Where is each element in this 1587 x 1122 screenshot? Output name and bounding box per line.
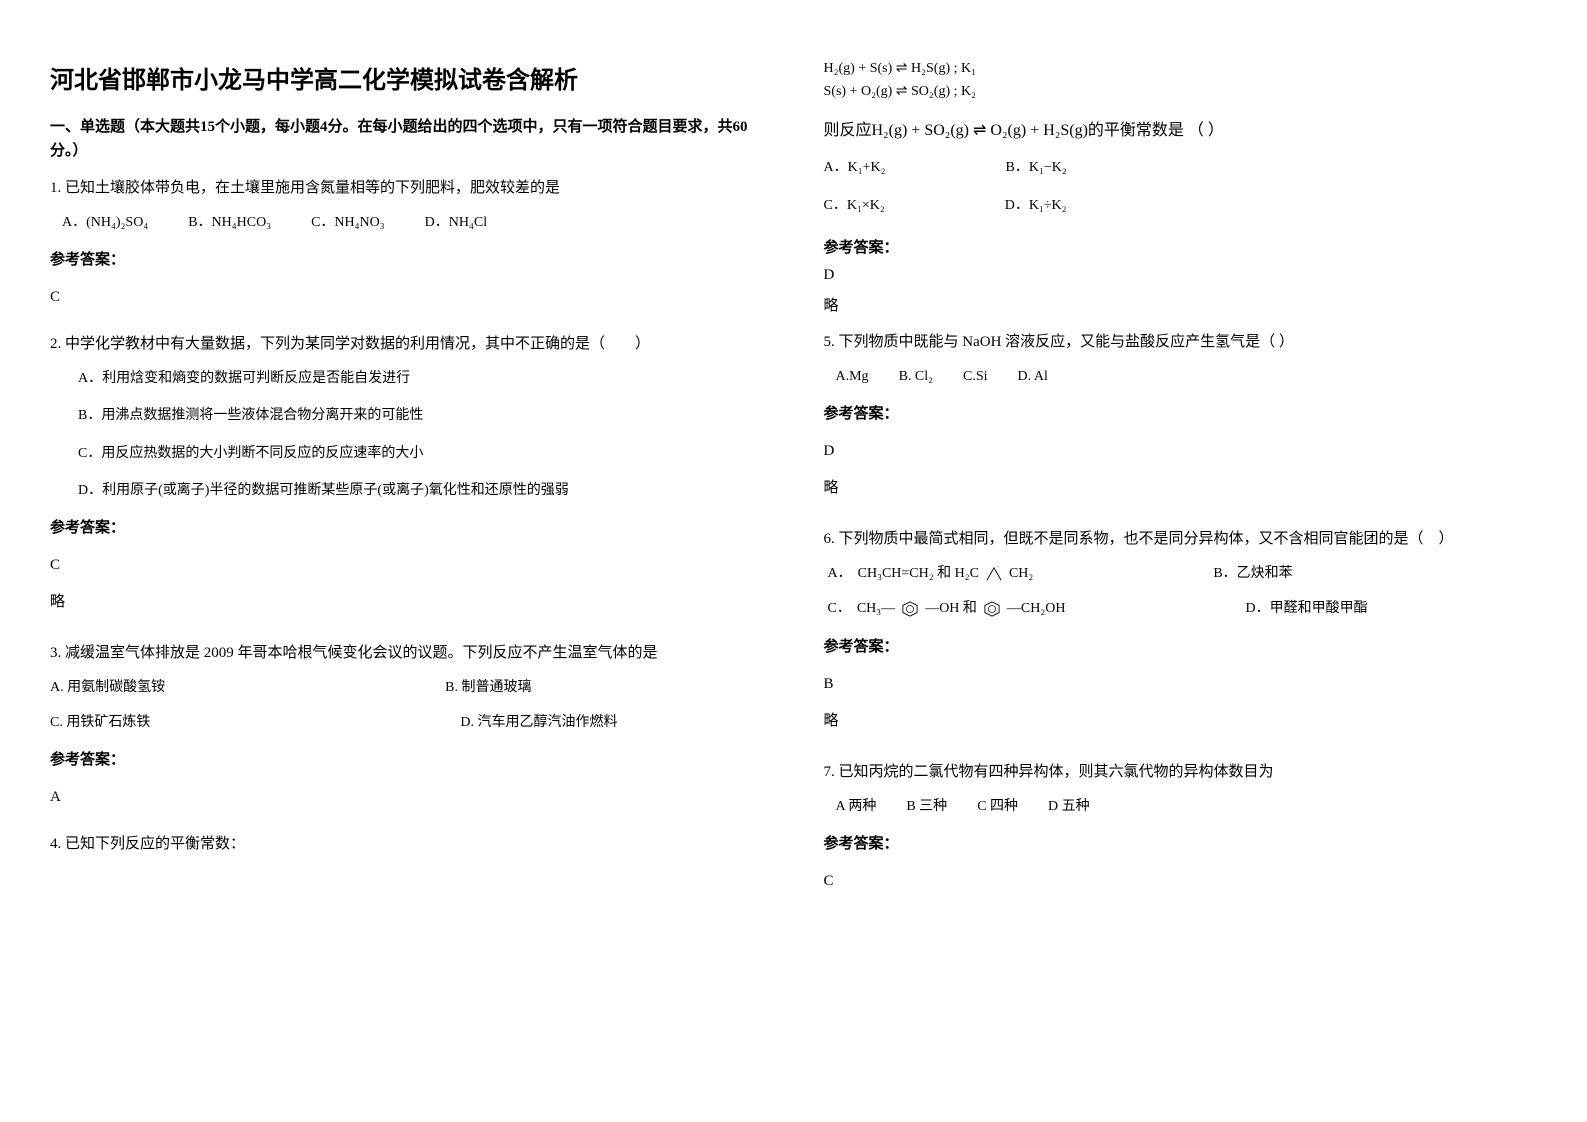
- q1-opt-d: D．NH₄Cl: [425, 210, 487, 235]
- q7-opt-c: C 四种: [977, 794, 1018, 819]
- q7-answer-label: 参考答案：: [824, 831, 1538, 858]
- q6-note: 略: [824, 708, 1538, 735]
- q3-opt-c: C. 用铁矿石炼铁: [50, 710, 150, 735]
- section-header: 一、单选题（本大题共15个小题，每小题4分。在每小题给出的四个选项中，只有一项符…: [50, 115, 764, 163]
- q7-text: 7. 已知丙烷的二氯代物有四种异构体，则其六氯代物的异构体数目为: [824, 759, 1538, 786]
- benzene-icon-1: [901, 601, 919, 617]
- q1-opt-b: B．NH₄HCO₃: [188, 210, 271, 235]
- q2-answer-label: 参考答案：: [50, 515, 764, 542]
- q4-opt-a: A．K₁+K₂: [824, 156, 886, 176]
- q7-answer: C: [824, 868, 1538, 895]
- question-2: 2. 中学化学教材中有大量数据，下列为某同学对数据的利用情况，其中不正确的是（ …: [50, 331, 764, 630]
- question-4-start: 4. 已知下列反应的平衡常数：: [50, 831, 764, 866]
- q6-opt-c-prefix: C．: [828, 596, 851, 621]
- q1-options: A．(NH₄)₂SO₄ B．NH₄HCO₃ C．NH₄NO₃ D．NH₄Cl: [50, 210, 764, 235]
- q4-opt-c: C．K₁×K₂: [824, 194, 885, 214]
- q7-opt-d: D 五种: [1048, 794, 1090, 819]
- q5-opt-c: C.Si: [963, 364, 988, 389]
- q2-opt-d: D．利用原子(或离子)半径的数据可推断某些原子(或离子)氧化性和还原性的强弱: [78, 478, 764, 503]
- q4-eq2: S(s) + O₂(g) ⇌ SO₂(g) ; K₂: [824, 83, 1538, 100]
- q1-text: 1. 已知土壤胶体带负电，在土壤里施用含氮量相等的下列肥料，肥效较差的是: [50, 175, 764, 202]
- q4-options-row2: C．K₁×K₂ D．K₁÷K₂: [824, 194, 1538, 214]
- q4-text: 4. 已知下列反应的平衡常数：: [50, 831, 764, 858]
- q7-opt-a: A 两种: [836, 794, 877, 819]
- q1-opt-c: C．NH₄NO₃: [311, 210, 385, 235]
- question-3: 3. 减缓温室气体排放是 2009 年哥本哈根气候变化会议的议题。下列反应不产生…: [50, 640, 764, 821]
- q4-opt-b: B．K₁−K₂: [1006, 156, 1067, 176]
- q6-answer-label: 参考答案：: [824, 634, 1538, 661]
- q1-answer: C: [50, 284, 764, 311]
- q4-answer: D: [824, 267, 1538, 284]
- q3-answer: A: [50, 784, 764, 811]
- q2-answer: C: [50, 552, 764, 579]
- q4-opt-d: D．K₁÷K₂: [1005, 194, 1067, 214]
- svg-text:CH₂: CH₂: [989, 566, 1000, 568]
- q6-opt-a-prefix: A．: [828, 561, 852, 586]
- q2-note: 略: [50, 589, 764, 616]
- q3-text: 3. 减缓温室气体排放是 2009 年哥本哈根气候变化会议的议题。下列反应不产生…: [50, 640, 764, 667]
- question-7: 7. 已知丙烷的二氯代物有四种异构体，则其六氯代物的异构体数目为 A 两种 B …: [824, 759, 1538, 905]
- q5-options: A.Mg B. Cl₂ C.Si D. Al: [824, 364, 1538, 389]
- triangle-icon: CH₂: [985, 566, 1003, 582]
- q5-answer: D: [824, 438, 1538, 465]
- question-1: 1. 已知土壤胶体带负电，在土壤里施用含氮量相等的下列肥料，肥效较差的是 A．(…: [50, 175, 764, 321]
- q6-options-row2: C． CH₃— —OH 和 —CH₂OH D．甲醛和甲酸甲酯: [824, 596, 1538, 621]
- q3-opt-d: D. 汽车用乙醇汽油作燃料: [460, 710, 617, 735]
- q5-opt-d: D. Al: [1018, 364, 1048, 389]
- q6-options-row1: A． CH₃CH=CH₂ 和 H₂C CH₂ CH₂ B．乙炔和苯: [824, 561, 1538, 586]
- q3-opt-b: B. 制普通玻璃: [445, 675, 531, 700]
- q6-opt-a-suffix: CH₂: [1009, 561, 1033, 586]
- q6-opt-c-part1: CH₃—: [857, 596, 895, 621]
- q4-eq1: H₂(g) + S(s) ⇌ H₂S(g) ; K₁: [824, 60, 1538, 77]
- q5-answer-label: 参考答案：: [824, 401, 1538, 428]
- q4-subtext: 则反应H₂(g) + SO₂(g) ⇌ O₂(g) + H₂S(g)的平衡常数是…: [824, 116, 1538, 140]
- q5-text: 5. 下列物质中既能与 NaOH 溶液反应，又能与盐酸反应产生氢气是（ ）: [824, 329, 1538, 356]
- q5-opt-b: B. Cl₂: [899, 364, 933, 389]
- q7-options: A 两种 B 三种 C 四种 D 五种: [824, 794, 1538, 819]
- question-5: 5. 下列物质中既能与 NaOH 溶液反应，又能与盐酸反应产生氢气是（ ） A.…: [824, 329, 1538, 516]
- page-title: 河北省邯郸市小龙马中学高二化学模拟试卷含解析: [50, 60, 764, 95]
- q3-options-row1: A. 用氨制碳酸氢铵 B. 制普通玻璃: [50, 675, 764, 700]
- q7-opt-b: B 三种: [906, 794, 947, 819]
- q3-answer-label: 参考答案：: [50, 747, 764, 774]
- q6-opt-c: C． CH₃— —OH 和 —CH₂OH: [828, 596, 1066, 621]
- q6-text: 6. 下列物质中最简式相同，但既不是同系物，也不是同分异构体，又不含相同官能团的…: [824, 526, 1538, 553]
- q5-note: 略: [824, 475, 1538, 502]
- q1-answer-label: 参考答案：: [50, 247, 764, 274]
- benzene-icon-2: [983, 601, 1001, 617]
- q3-options-row2: C. 用铁矿石炼铁 D. 汽车用乙醇汽油作燃料: [50, 710, 764, 735]
- q6-answer: B: [824, 671, 1538, 698]
- q2-opt-a: A．利用焓变和熵变的数据可判断反应是否能自发进行: [78, 366, 764, 391]
- question-6: 6. 下列物质中最简式相同，但既不是同系物，也不是同分异构体，又不含相同官能团的…: [824, 526, 1538, 748]
- q4-answer-label: 参考答案：: [824, 236, 1538, 257]
- q4-note: 略: [824, 294, 1538, 315]
- q1-opt-a: A．(NH₄)₂SO₄: [62, 210, 148, 235]
- q6-opt-a: A． CH₃CH=CH₂ 和 H₂C CH₂ CH₂: [828, 561, 1034, 586]
- q6-opt-a-mid: CH₃CH=CH₂ 和 H₂C: [858, 561, 979, 586]
- left-column: 河北省邯郸市小龙马中学高二化学模拟试卷含解析 一、单选题（本大题共15个小题，每…: [50, 60, 764, 1062]
- q2-opt-c: C．用反应热数据的大小判断不同反应的反应速率的大小: [78, 441, 764, 466]
- q6-opt-c-mid2: —CH₂OH: [1007, 596, 1066, 621]
- q4-options-row1: A．K₁+K₂ B．K₁−K₂: [824, 156, 1538, 176]
- right-column: H₂(g) + S(s) ⇌ H₂S(g) ; K₁ S(s) + O₂(g) …: [824, 60, 1538, 1062]
- q6-opt-c-mid1: —OH 和: [925, 596, 977, 621]
- q5-opt-a: A.Mg: [836, 364, 869, 389]
- q6-opt-b: B．乙炔和苯: [1213, 561, 1292, 586]
- q6-opt-d: D．甲醛和甲酸甲酯: [1245, 596, 1367, 621]
- q3-opt-a: A. 用氨制碳酸氢铵: [50, 675, 165, 700]
- q2-opt-b: B．用沸点数据推测将一些液体混合物分离开来的可能性: [78, 403, 764, 428]
- q2-text: 2. 中学化学教材中有大量数据，下列为某同学对数据的利用情况，其中不正确的是（ …: [50, 331, 764, 358]
